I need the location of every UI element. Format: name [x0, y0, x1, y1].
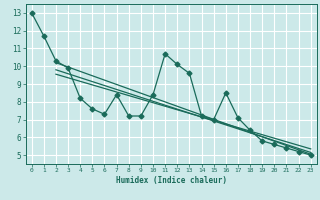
X-axis label: Humidex (Indice chaleur): Humidex (Indice chaleur) [116, 176, 227, 185]
